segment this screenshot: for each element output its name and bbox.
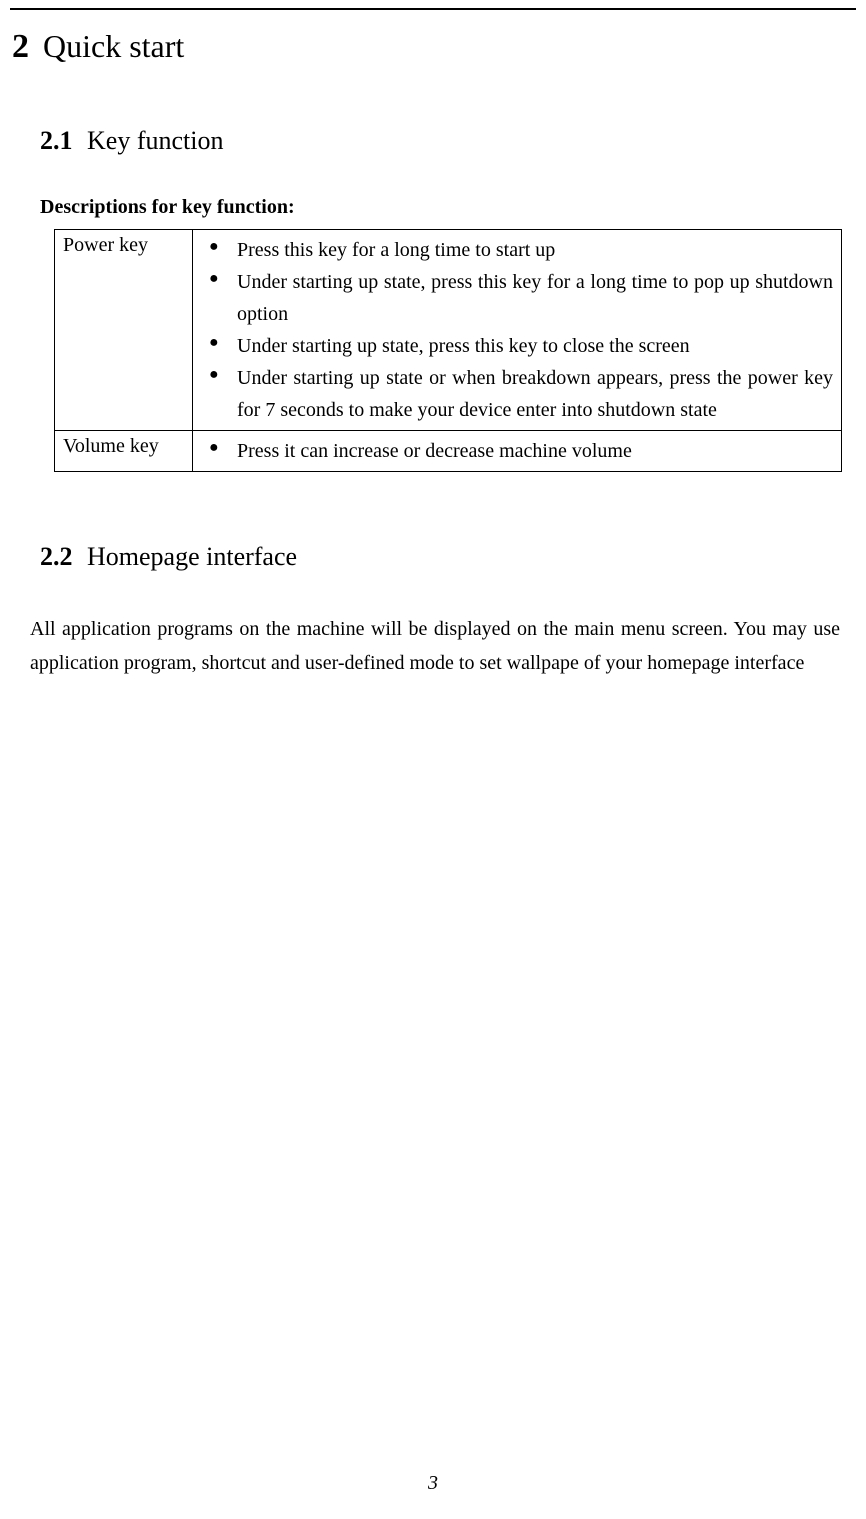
chapter-heading: 2 Quick start <box>10 28 856 66</box>
key-name-cell: Power key <box>55 230 193 431</box>
section-2-2-paragraph: All application programs on the machine … <box>10 612 856 680</box>
chapter-number: 2 <box>12 28 29 65</box>
table-row: Volume key Press it can increase or decr… <box>55 431 842 472</box>
bullet-list: Press it can increase or decrease machin… <box>201 435 833 467</box>
section-2-2-number: 2.2 <box>40 542 73 571</box>
document-page: 2 Quick start 2.1 Key function Descripti… <box>0 8 866 1519</box>
page-number: 3 <box>0 1472 866 1495</box>
key-desc-cell: Press it can increase or decrease machin… <box>193 431 842 472</box>
bullet-list: Press this key for a long time to start … <box>201 234 833 426</box>
table-row: Power key Press this key for a long time… <box>55 230 842 431</box>
section-2-1-heading: 2.1 Key function <box>10 126 856 156</box>
key-function-table: Power key Press this key for a long time… <box>54 229 842 472</box>
list-item: Press it can increase or decrease machin… <box>207 435 833 467</box>
list-item: Under starting up state or when breakdow… <box>207 362 833 426</box>
key-function-desc-label: Descriptions for key function: <box>10 196 856 219</box>
chapter-title: Quick start <box>43 28 184 64</box>
list-item: Press this key for a long time to start … <box>207 234 833 266</box>
section-2-2-title: Homepage interface <box>87 542 297 571</box>
top-rule <box>10 8 856 10</box>
section-2-2-heading: 2.2 Homepage interface <box>10 542 856 572</box>
spacer <box>10 472 856 542</box>
list-item: Under starting up state, press this key … <box>207 266 833 330</box>
key-name-cell: Volume key <box>55 431 193 472</box>
section-2-1-title: Key function <box>87 126 223 155</box>
section-2-1-number: 2.1 <box>40 126 73 155</box>
list-item: Under starting up state, press this key … <box>207 330 833 362</box>
key-desc-cell: Press this key for a long time to start … <box>193 230 842 431</box>
